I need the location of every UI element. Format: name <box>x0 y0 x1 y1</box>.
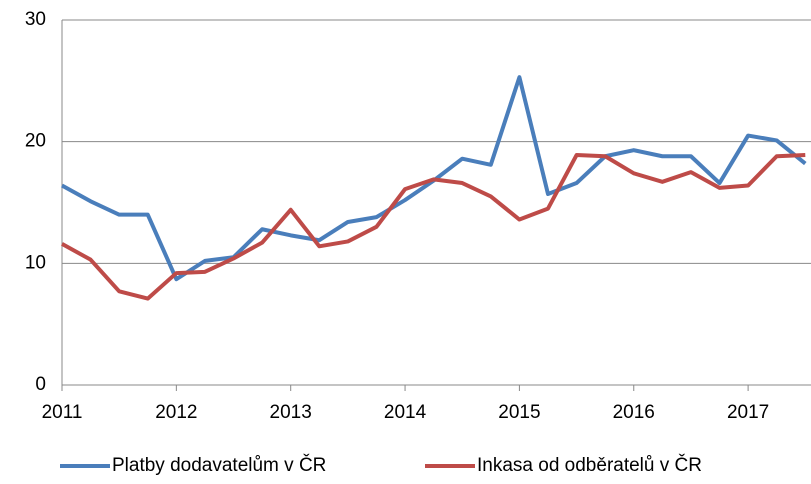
x-tick-label: 2011 <box>42 402 83 423</box>
legend-label: Inkasa od odběratelů v ČR <box>477 454 702 476</box>
x-tick-label: 2012 <box>155 402 197 423</box>
y-tick-label: 0 <box>35 374 46 395</box>
x-tick-label: 2017 <box>727 402 769 423</box>
y-tick-label: 30 <box>25 9 46 30</box>
x-tick-label: 2016 <box>613 402 655 423</box>
y-tick-label: 20 <box>25 131 46 152</box>
legend-label: Platby dodavatelům v ČR <box>112 454 326 476</box>
y-tick-label: 10 <box>25 252 46 273</box>
series-line <box>61 153 806 301</box>
x-tick-label: 2015 <box>498 402 540 423</box>
x-tick-label: 2013 <box>270 402 312 423</box>
x-tick-label: 2014 <box>384 402 427 423</box>
